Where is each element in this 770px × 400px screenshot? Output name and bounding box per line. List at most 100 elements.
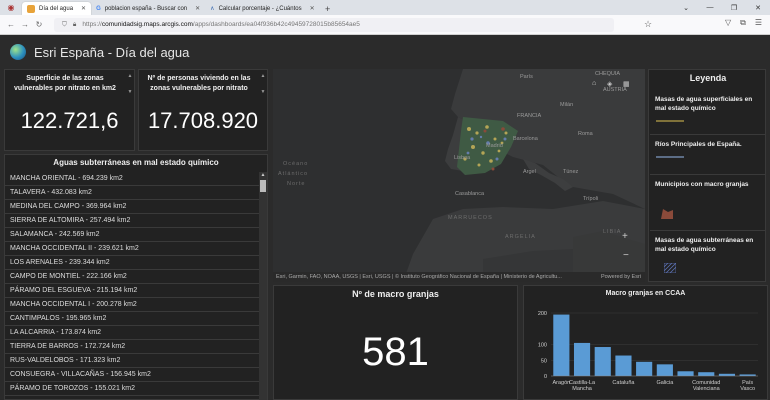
- list-item[interactable]: PÁRAMO DEL ESGUEVA - 215.194 km2: [4, 284, 260, 298]
- x-tick-label: País: [742, 380, 753, 386]
- iberia-data-layer: [457, 117, 518, 175]
- reload-icon[interactable]: ↻: [35, 20, 43, 29]
- maximize-icon[interactable]: ❐: [730, 4, 738, 12]
- shield-icon: ⛉: [62, 20, 67, 28]
- tab-calcular[interactable]: ∧ Calcular porcentaje - ¿Cuántos ✕: [205, 2, 319, 15]
- list-item[interactable]: SALAMANCA - 242.569 km2: [4, 228, 260, 242]
- bar[interactable]: [573, 342, 591, 376]
- firefox-menu-icon[interactable]: ◉: [7, 3, 15, 12]
- list-item[interactable]: PÁRAMO DE TOROZOS - 155.021 km2: [4, 382, 260, 396]
- zoom-out-icon[interactable]: −: [623, 250, 629, 261]
- list-item[interactable]: LA ALCARRIA - 173.874 km2: [4, 326, 260, 340]
- extensions-icon[interactable]: ⧉: [740, 18, 746, 27]
- x-tick-label: Cataluña: [612, 380, 635, 386]
- legend-item-label: Masas de agua subterráneas en mal estado…: [655, 237, 754, 253]
- legend-item-label: Masas de agua superficiales en mal estad…: [655, 96, 753, 112]
- bar[interactable]: [636, 361, 653, 376]
- browser-navbar: ← → ↻ ⛉ 🔒︎ https://comunidadsig.maps.arc…: [0, 15, 770, 35]
- scroll-up-icon[interactable]: ▲: [260, 172, 266, 178]
- x-tick-label: Comunidad: [692, 380, 720, 386]
- scroll-thumb[interactable]: [260, 180, 266, 192]
- kpi-personas-panel: [138, 69, 268, 151]
- back-icon[interactable]: ←: [7, 20, 15, 29]
- list-item[interactable]: TIERRA DE BARROS - 172.724 km2: [4, 340, 260, 354]
- tab-dia-del-agua[interactable]: Día del agua ✕: [22, 2, 92, 15]
- map-label-oceano: Océano: [283, 161, 309, 167]
- map-label-barcelona: Barcelona: [513, 136, 538, 142]
- list-item[interactable]: TALAVERA - 432.083 km2: [4, 186, 260, 200]
- bar[interactable]: [553, 314, 570, 376]
- legend-item: Municipios con macro granjas: [650, 175, 766, 231]
- x-tick-label: Valenciana: [693, 386, 721, 392]
- map-label-casablanca: Casablanca: [455, 191, 485, 197]
- list-scrollbar[interactable]: ▲: [259, 172, 267, 400]
- tab-poblacion[interactable]: G poblacion españa - Buscar con ✕: [91, 2, 205, 15]
- zoom-in-icon[interactable]: +: [622, 231, 628, 242]
- minimize-icon[interactable]: —: [706, 4, 714, 11]
- kpi-personas-value: 17.708.920: [147, 108, 259, 133]
- forward-icon[interactable]: →: [21, 20, 29, 29]
- map-label-francia: FRANCIA: [517, 113, 542, 119]
- attribution-text: Esri, Garmin, FAO, NOAA, USGS | Esri, US…: [276, 274, 562, 280]
- map-attribution: Esri, Garmin, FAO, NOAA, USGS | Esri, US…: [273, 272, 645, 282]
- toolbar-icons: ▽ ⧉ ☰: [725, 18, 762, 28]
- map-label-tripoli: Trípoli: [583, 196, 599, 202]
- page-title: Esri España - Día del agua: [34, 44, 190, 60]
- legend-item: Ríos Principales de España.: [650, 135, 766, 175]
- list-item[interactable]: CAMPO DE MONTIEL - 222.166 km2: [4, 270, 260, 284]
- hatch-swatch-icon: [664, 263, 676, 273]
- bar[interactable]: [739, 374, 756, 376]
- powered-by-esri[interactable]: Powered by Esri: [600, 274, 641, 280]
- bar[interactable]: [698, 372, 715, 376]
- tab-close-icon[interactable]: ✕: [81, 6, 87, 12]
- pocket-icon[interactable]: ▽: [724, 18, 732, 27]
- list-item[interactable]: CANTIMPALOS - 195.965 km2: [4, 312, 260, 326]
- browser-tabbar: ◉ Día del agua ✕ G poblacion españa - Bu…: [0, 0, 770, 15]
- list-item[interactable]: LOS ARENALES - 239.344 km2: [4, 256, 260, 270]
- grid-icon[interactable]: ▦: [623, 81, 630, 88]
- list-item[interactable]: MANCHA OCCIDENTAL I - 200.278 km2: [4, 298, 260, 312]
- map-view[interactable]: París CHEQUIA AUSTRIA Milán FRANCIA Madr…: [273, 69, 645, 282]
- bar[interactable]: [677, 371, 694, 376]
- menu-icon[interactable]: ☰: [754, 18, 762, 27]
- bar[interactable]: [594, 347, 611, 376]
- granjas-panel: [273, 285, 518, 400]
- granjas-label: Nº de macro granjas: [352, 289, 439, 299]
- list-item[interactable]: RUS-VALDELOBOS - 171.323 km2: [4, 354, 260, 368]
- esri-favicon-icon: [27, 4, 35, 13]
- kpi-scroll-arrows-icon[interactable]: ▲ ▼: [260, 73, 266, 95]
- bar[interactable]: [718, 373, 736, 376]
- x-tick-label: Aragón: [552, 380, 570, 386]
- list-item[interactable]: SIERRA DE ALTOMIRA - 257.494 km2: [4, 214, 260, 228]
- bookmark-star-icon[interactable]: ☆: [644, 19, 653, 29]
- url-bar[interactable]: ⛉ 🔒︎ https://comunidadsig.maps.arcgis.co…: [54, 17, 614, 32]
- map-label-roma: Roma: [578, 131, 593, 137]
- tab-label: Día del agua: [39, 5, 74, 12]
- list-item[interactable]: MANCHA OCCIDENTAL II - 239.621 km2: [4, 242, 260, 256]
- bar[interactable]: [656, 364, 673, 376]
- legend-item-label: Municipios con macro granjas: [655, 181, 749, 188]
- list-item[interactable]: CONSUEGRA - VILLACAÑAS - 156.945 km2: [4, 368, 260, 382]
- bar[interactable]: [615, 355, 632, 376]
- map-label-libia: LIBIA: [603, 229, 622, 235]
- chevron-down-icon[interactable]: ⌄: [683, 4, 689, 12]
- layers-icon[interactable]: ◈: [607, 81, 613, 88]
- new-tab-icon[interactable]: +: [325, 3, 331, 14]
- list-item[interactable]: MEDINA DEL CAMPO - 369.964 km2: [4, 200, 260, 214]
- lock-icon: 🔒︎: [72, 20, 77, 28]
- google-icon: G: [96, 5, 101, 12]
- x-tick-label: Mancha: [572, 386, 593, 392]
- map-label-atlantico: Atlántico: [278, 171, 309, 177]
- tab-close-icon[interactable]: ✕: [195, 6, 201, 12]
- home-icon[interactable]: ⌂: [592, 80, 597, 87]
- x-tick-label: Castilla-La: [569, 380, 596, 386]
- tab-close-icon[interactable]: ✕: [309, 6, 315, 12]
- kpi-scroll-arrows-icon[interactable]: ▲ ▼: [127, 73, 133, 95]
- url-host: comunidadsig.maps.arcgis.com: [101, 21, 193, 28]
- aguas-list: MANCHA ORIENTAL - 694.239 km2 TALAVERA - …: [4, 172, 260, 396]
- legend-item-label: Ríos Principales de España.: [655, 141, 742, 148]
- close-icon[interactable]: ✕: [755, 4, 761, 12]
- legend-panel: [648, 69, 766, 282]
- list-item[interactable]: MANCHA ORIENTAL - 694.239 km2: [4, 172, 260, 186]
